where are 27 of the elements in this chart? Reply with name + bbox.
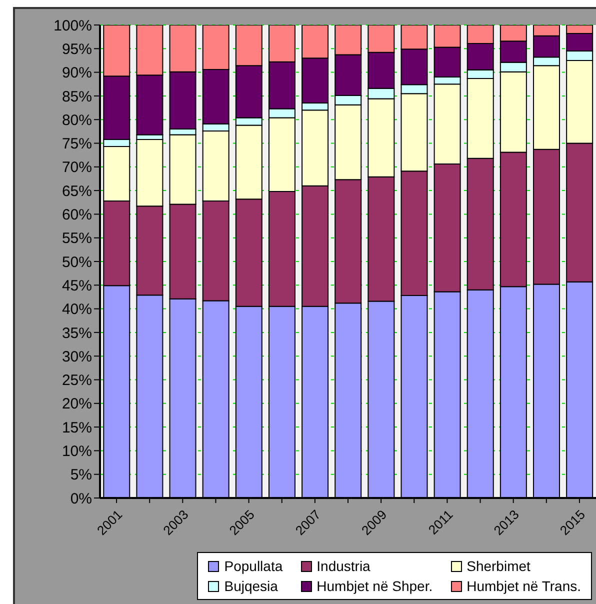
- y-tick-label: 90%: [62, 64, 92, 82]
- y-tick-label: 95%: [62, 40, 92, 58]
- y-tick-label: 70%: [62, 159, 92, 176]
- y-tick-label: 100%: [54, 17, 92, 34]
- y-tick-label: 40%: [62, 301, 92, 318]
- legend-label: Sherbimet: [466, 558, 530, 574]
- y-tick-label: 25%: [62, 372, 92, 390]
- y-tick-label: 50%: [62, 254, 92, 271]
- y-tick-label: 10%: [62, 443, 92, 460]
- y-tick-label: 85%: [62, 88, 92, 106]
- y-tick-label: 75%: [62, 136, 92, 153]
- legend-label: Popullata: [224, 558, 283, 574]
- legend-label: Bujqesia: [224, 578, 278, 594]
- legend-label: Industria: [316, 558, 370, 574]
- legend-label: Humbjet në Shper.: [316, 578, 433, 594]
- y-tick-label: 5%: [70, 466, 92, 484]
- y-tick-label: 0%: [70, 490, 92, 508]
- legend-label: Humbjet në Trans.: [466, 578, 581, 594]
- y-tick-label: 65%: [62, 182, 92, 200]
- y-tick-label: 15%: [62, 419, 92, 436]
- y-tick-label: 80%: [62, 112, 92, 129]
- y-tick-label: 20%: [62, 396, 92, 413]
- y-tick-label: 60%: [62, 206, 92, 224]
- y-tick-label: 45%: [62, 277, 92, 294]
- y-tick-label: 55%: [62, 230, 92, 248]
- y-tick-label: 35%: [62, 324, 92, 342]
- y-tick-label: 30%: [62, 348, 92, 366]
